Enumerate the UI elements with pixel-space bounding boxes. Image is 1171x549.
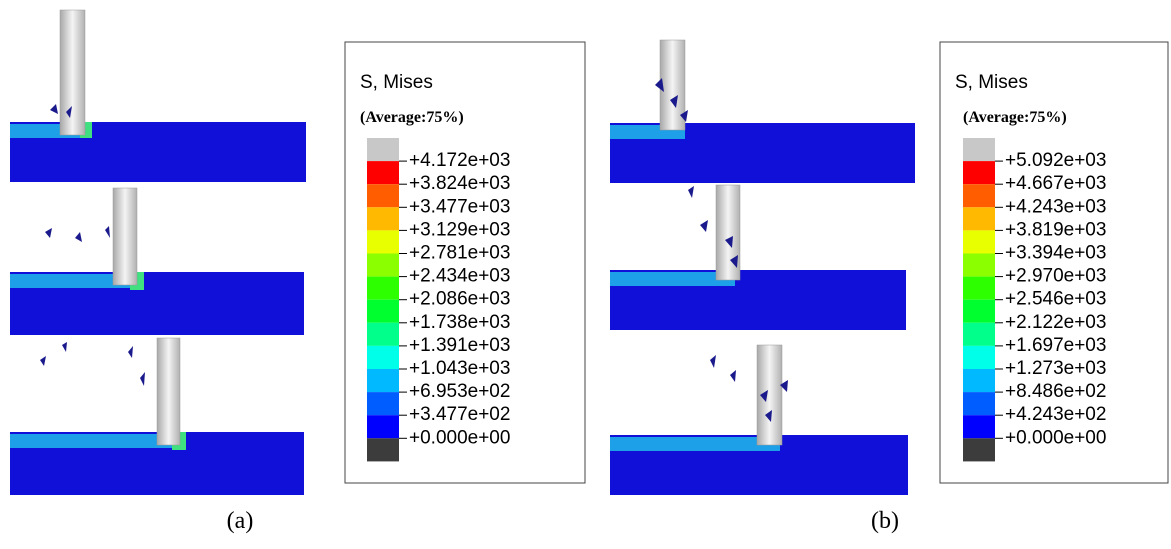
color-swatch [963, 138, 995, 161]
legend-label: +3.394e+03 [1005, 243, 1106, 264]
legend-subtitle: (Average:75%) [963, 109, 1067, 126]
legend-label: +3.477e+03 [409, 196, 510, 217]
color-swatch [963, 415, 995, 438]
legend-label: +1.697e+03 [1005, 335, 1106, 356]
color-swatch [367, 323, 399, 346]
legend-label: +3.129e+03 [409, 219, 510, 240]
legend-label: +1.273e+03 [1005, 358, 1106, 379]
color-swatch [963, 369, 995, 392]
color-swatch [367, 161, 399, 184]
caption: (a) [227, 508, 254, 534]
color-swatch [367, 138, 399, 161]
color-swatch [367, 300, 399, 323]
legend-label: +2.086e+03 [409, 289, 510, 310]
legend-label: +2.970e+03 [1005, 266, 1106, 287]
color-swatch [963, 392, 995, 415]
color-swatch [367, 230, 399, 253]
color-swatch [367, 277, 399, 300]
legend-label: +3.824e+03 [409, 173, 510, 194]
color-swatch [963, 438, 995, 461]
legend-label: +6.953e+02 [409, 381, 510, 402]
legend-label: +4.243e+03 [1005, 196, 1106, 217]
color-swatch [963, 254, 995, 277]
legend-label: +2.434e+03 [409, 266, 510, 287]
color-swatch [367, 254, 399, 277]
legend-label: +0.000e+00 [409, 427, 510, 448]
legend-label: +3.477e+02 [409, 404, 510, 425]
caption: (b) [871, 508, 899, 534]
color-swatch [963, 323, 995, 346]
legend-label: +4.667e+03 [1005, 173, 1106, 194]
legend-label: +1.043e+03 [409, 358, 510, 379]
color-swatch [367, 369, 399, 392]
legend-label: +4.172e+03 [409, 150, 510, 171]
legend-label: +4.243e+02 [1005, 404, 1106, 425]
legend-label: +2.122e+03 [1005, 312, 1106, 333]
legend-title: S, Mises [955, 72, 1028, 93]
simulation-b [610, 40, 915, 495]
color-swatch [367, 415, 399, 438]
legend-label: +5.092e+03 [1005, 150, 1106, 171]
legend-label: +8.486e+02 [1005, 381, 1106, 402]
legend-label: +1.738e+03 [409, 312, 510, 333]
figure: (a) (b) S, Mises(Average:75%)+4.172e+03+… [0, 0, 1171, 549]
color-swatch [367, 346, 399, 369]
color-swatch [963, 300, 995, 323]
color-swatch [963, 207, 995, 230]
legend-label: +2.781e+03 [409, 243, 510, 264]
legend-label: +2.546e+03 [1005, 289, 1106, 310]
color-swatch [367, 438, 399, 461]
color-swatch [963, 230, 995, 253]
color-swatch [963, 161, 995, 184]
color-swatch [963, 277, 995, 300]
legend-title: S, Mises [360, 72, 433, 93]
color-swatch [963, 346, 995, 369]
legend-label: +0.000e+00 [1005, 427, 1106, 448]
color-swatch [367, 207, 399, 230]
simulation-a [10, 10, 306, 495]
legend-subtitle: (Average:75%) [360, 109, 464, 126]
color-swatch [367, 184, 399, 207]
color-swatch [963, 184, 995, 207]
color-swatch [367, 392, 399, 415]
legend-label: +3.819e+03 [1005, 219, 1106, 240]
legend-label: +1.391e+03 [409, 335, 510, 356]
